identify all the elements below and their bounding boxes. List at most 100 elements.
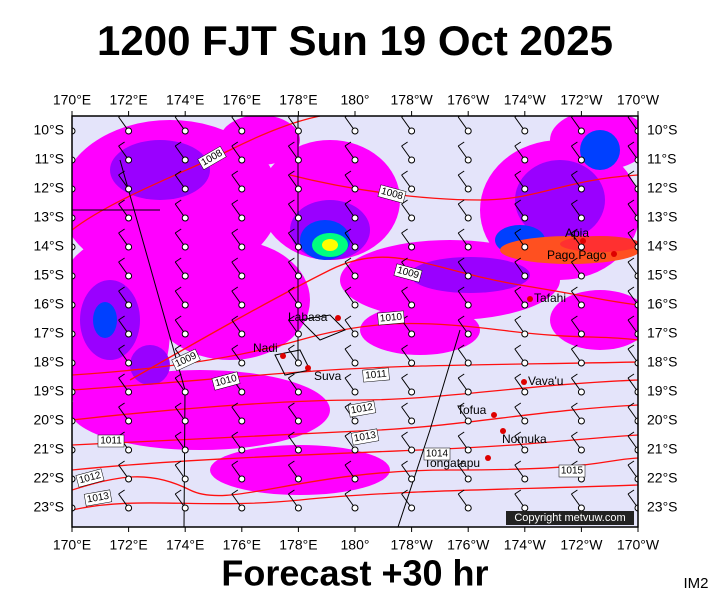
- place-name: Suva: [314, 369, 342, 383]
- barb-flag: [174, 431, 182, 437]
- barb-flag: [514, 402, 522, 408]
- barb-flag: [457, 431, 465, 437]
- barb-flag: [627, 344, 635, 350]
- lat-label-right: 11°S: [647, 151, 676, 167]
- barb-flag: [457, 460, 465, 466]
- wind-barb: [401, 489, 416, 512]
- wind-barb: [231, 402, 246, 425]
- wind-barb: [287, 257, 302, 280]
- isobar-label-box: [83, 489, 113, 507]
- barb-station: [351, 127, 359, 135]
- barb-station: [125, 417, 133, 425]
- barb-station: [351, 446, 359, 454]
- barb-station: [181, 127, 189, 135]
- barb-flag: [231, 257, 239, 263]
- wind-barb: [457, 141, 472, 164]
- barb-flag: [627, 141, 635, 147]
- barb-station: [521, 475, 529, 483]
- lon-label-bottom: 174°E: [166, 537, 204, 553]
- barb-station: [238, 417, 246, 425]
- wind-barb: [344, 460, 359, 483]
- wind-barb: [514, 228, 529, 251]
- barb-flag: [231, 344, 239, 350]
- wind-barb: [118, 460, 133, 483]
- barb-flag: [401, 460, 408, 466]
- barb-station: [521, 417, 529, 425]
- barb-flag: [288, 402, 295, 408]
- barb-flag: [344, 315, 352, 321]
- barb-flag: [457, 141, 465, 147]
- wind-barb: [287, 170, 302, 193]
- barb-flag: [457, 373, 465, 379]
- barb-station: [521, 446, 529, 454]
- lon-label-bottom: 176°W: [447, 537, 490, 553]
- barb-flag: [514, 344, 522, 350]
- barb-station: [521, 156, 529, 164]
- barb-station: [125, 388, 133, 396]
- lon-label-bottom: 172°W: [560, 537, 603, 553]
- barb-station: [238, 359, 246, 367]
- wind-barb: [118, 315, 133, 338]
- lat-label-right: 18°S: [647, 354, 678, 370]
- barb-station: [238, 504, 246, 512]
- barb-flag: [627, 373, 635, 379]
- lon-label-top: 180°: [341, 92, 370, 108]
- isobar-label-box: [377, 184, 407, 204]
- wind-barb: [174, 141, 189, 164]
- lat-label-left: 15°S: [33, 267, 64, 283]
- lat-label-left: 18°S: [33, 354, 64, 370]
- barb-station: [351, 243, 359, 251]
- wind-barb: [174, 489, 189, 512]
- wind-barb: [570, 373, 585, 396]
- barb-station: [351, 272, 359, 280]
- barb-flag: [401, 489, 408, 495]
- wind-barb: [401, 141, 416, 164]
- barb-station: [464, 243, 472, 251]
- barb-station: [238, 156, 246, 164]
- wind-barb: [514, 116, 529, 135]
- barb-flag: [571, 286, 578, 292]
- barb-flag: [344, 373, 352, 379]
- isobar-label: 1010: [377, 310, 405, 326]
- wind-barb: [231, 199, 246, 222]
- barb-flag: [288, 344, 295, 350]
- barb-station: [351, 475, 359, 483]
- barb-station: [464, 272, 472, 280]
- barb-flag: [288, 460, 295, 466]
- barb-flag: [174, 199, 182, 205]
- barb-station: [408, 156, 416, 164]
- barb-flag: [118, 286, 125, 292]
- wind-barb: [174, 286, 189, 309]
- barb-station: [125, 301, 133, 309]
- barb-station: [294, 475, 302, 483]
- barb-station: [181, 504, 189, 512]
- barb-flag: [231, 315, 239, 321]
- barb-flag: [344, 344, 352, 350]
- barb-station: [238, 214, 246, 222]
- barb-flag: [457, 228, 465, 234]
- barb-station: [521, 359, 529, 367]
- barb-station: [408, 417, 416, 425]
- barb-station: [464, 214, 472, 222]
- barb-station: [351, 156, 359, 164]
- wind-barb: [514, 286, 529, 309]
- wind-barb: [231, 315, 246, 338]
- lat-label-right: 20°S: [647, 412, 678, 428]
- barb-flag: [401, 199, 408, 205]
- lat-label-left: 21°S: [33, 441, 64, 457]
- isobar-label: 1008: [377, 184, 407, 204]
- place-dot: [527, 296, 533, 302]
- wind-barb: [570, 489, 585, 512]
- barb-flag: [514, 257, 522, 263]
- barb-flag: [118, 257, 125, 263]
- wind-barb: [344, 489, 359, 512]
- barb-station: [351, 504, 359, 512]
- lat-label-left: 22°S: [33, 470, 64, 486]
- wind-barb: [231, 460, 246, 483]
- wind-barb: [118, 141, 133, 164]
- barb-flag: [627, 170, 635, 176]
- barb-station: [577, 388, 585, 396]
- barb-flag: [627, 286, 635, 292]
- wind-barb: [457, 257, 472, 280]
- wind-barb: [344, 344, 359, 367]
